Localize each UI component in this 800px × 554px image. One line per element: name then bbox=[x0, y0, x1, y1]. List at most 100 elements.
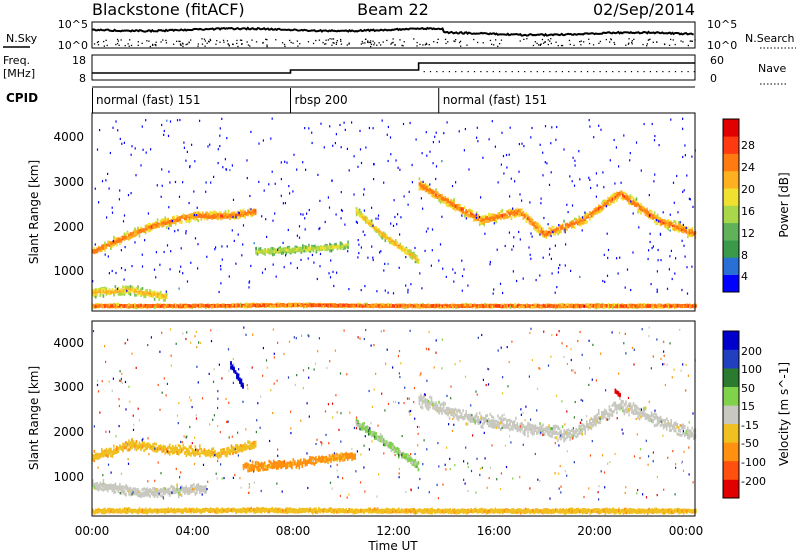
cpid-row: CPID normal (fast) 151 rbsp 200 normal (fa… bbox=[6, 86, 695, 113]
power-cell bbox=[519, 212, 522, 216]
power-cell bbox=[135, 293, 138, 297]
power-cell bbox=[461, 259, 463, 262]
search-noise-point bbox=[550, 38, 552, 40]
power-cell bbox=[187, 219, 189, 223]
power-cell bbox=[245, 212, 248, 216]
power-cell bbox=[626, 198, 629, 202]
power-cell bbox=[369, 219, 371, 223]
nave-point bbox=[693, 71, 695, 73]
power-cell bbox=[295, 302, 298, 306]
power-cell bbox=[120, 292, 123, 295]
power-cell bbox=[457, 204, 460, 208]
power-cell bbox=[382, 234, 385, 238]
search-noise-point bbox=[179, 43, 182, 45]
power-cell bbox=[379, 305, 382, 309]
power-cell bbox=[508, 304, 510, 308]
power-cell bbox=[421, 181, 424, 185]
power-cell bbox=[380, 250, 382, 253]
power-cell bbox=[147, 225, 150, 229]
power-cell bbox=[453, 198, 455, 202]
search-noise-point bbox=[312, 42, 315, 45]
power-cell bbox=[162, 298, 165, 302]
power-cell bbox=[433, 194, 436, 198]
cpid-segment-label: rbsp 200 bbox=[295, 93, 348, 107]
search-noise-point bbox=[633, 38, 635, 40]
search-noise-point bbox=[628, 42, 630, 44]
power-cell bbox=[155, 305, 157, 309]
power-cell bbox=[586, 220, 588, 224]
power-cell bbox=[126, 285, 129, 289]
power-cell bbox=[194, 217, 197, 221]
power-cell bbox=[462, 209, 464, 213]
power-cell bbox=[598, 303, 601, 307]
power-cell bbox=[552, 225, 555, 229]
power-cell bbox=[414, 256, 417, 260]
search-noise-point bbox=[401, 44, 403, 47]
power-cell bbox=[500, 217, 502, 221]
power-cell bbox=[435, 193, 437, 197]
power-cell bbox=[163, 250, 165, 254]
power-cell bbox=[301, 303, 304, 307]
search-noise-point bbox=[495, 39, 497, 41]
power-cell bbox=[454, 271, 456, 274]
power-cell bbox=[167, 220, 169, 224]
power-cell bbox=[504, 213, 507, 217]
power-cell bbox=[277, 302, 279, 306]
power-cell bbox=[674, 222, 677, 226]
power-cell bbox=[176, 214, 178, 218]
power-cell bbox=[194, 215, 197, 219]
power-cell bbox=[96, 293, 99, 296]
power-cell bbox=[646, 213, 648, 217]
power-cell bbox=[610, 195, 612, 199]
power-cell bbox=[550, 304, 552, 308]
search-noise-point bbox=[340, 38, 342, 41]
power-cell bbox=[358, 243, 360, 246]
search-noise-point bbox=[188, 41, 190, 43]
power-cell bbox=[604, 203, 606, 207]
power-cell bbox=[245, 302, 248, 306]
power-cell bbox=[429, 191, 431, 194]
search-noise-point bbox=[141, 42, 143, 44]
power-cell bbox=[101, 245, 103, 249]
power-cell bbox=[218, 211, 221, 215]
power-cell bbox=[384, 304, 387, 308]
search-noise-point bbox=[627, 43, 630, 45]
power-cell bbox=[601, 304, 604, 308]
power-cell bbox=[207, 145, 209, 148]
power-cell bbox=[464, 128, 466, 131]
power-cell bbox=[436, 191, 439, 195]
power-cell bbox=[162, 220, 165, 224]
power-cell bbox=[253, 303, 255, 307]
power-cell bbox=[378, 229, 380, 233]
power-cell bbox=[271, 247, 274, 250]
power-cell bbox=[376, 304, 379, 308]
power-cell bbox=[603, 253, 605, 256]
power-cell bbox=[135, 306, 138, 310]
power-cell bbox=[193, 190, 195, 193]
search-noise-point bbox=[499, 43, 501, 45]
power-cell bbox=[293, 153, 295, 156]
power-cell bbox=[386, 305, 388, 308]
power-cell bbox=[109, 151, 111, 155]
power-cell bbox=[572, 156, 574, 159]
power-cell bbox=[422, 304, 424, 307]
power-cell bbox=[113, 304, 115, 308]
power-cell bbox=[550, 171, 552, 174]
power-cell bbox=[264, 248, 266, 252]
power-cell bbox=[349, 304, 352, 308]
power-cell bbox=[421, 187, 424, 191]
power-cell bbox=[386, 234, 388, 238]
search-noise-point bbox=[340, 40, 342, 42]
power-cell bbox=[118, 198, 120, 201]
power-cell bbox=[140, 228, 142, 232]
power-cell bbox=[236, 216, 239, 220]
nave-point bbox=[536, 71, 538, 73]
power-cell bbox=[622, 193, 624, 197]
power-cell bbox=[598, 210, 600, 214]
power-cell bbox=[104, 253, 106, 256]
power-cell bbox=[318, 246, 321, 250]
search-noise-point bbox=[266, 45, 268, 48]
power-cell bbox=[171, 305, 174, 309]
power-cell bbox=[573, 217, 576, 221]
power-cell bbox=[280, 304, 282, 308]
